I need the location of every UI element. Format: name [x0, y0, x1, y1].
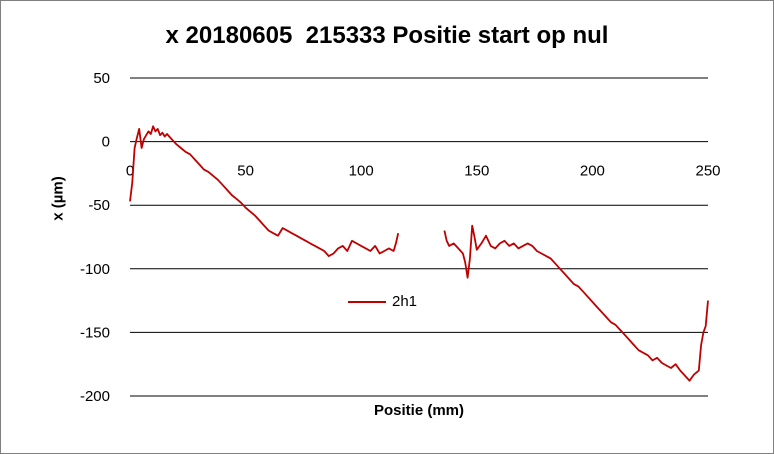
x-axis-label: Positie (mm)	[373, 402, 464, 419]
legend-label: 2h1	[392, 293, 418, 310]
x-tick-label: 200	[580, 163, 605, 180]
x-tick-label: 0	[126, 163, 134, 180]
legend: 2h1	[348, 293, 417, 310]
series-line-2h1	[443, 224, 709, 382]
x-tick-label: 100	[349, 163, 374, 180]
y-axis-label: x (µm)	[49, 176, 67, 221]
x-tick-label: 150	[464, 163, 489, 180]
y-tick-label: -150	[80, 324, 110, 341]
legend-swatch	[348, 300, 386, 303]
y-tick-label: 0	[102, 134, 110, 151]
x-tick-label: 50	[237, 163, 254, 180]
x-tick-label: 250	[695, 163, 720, 180]
y-tick-label: 50	[93, 70, 110, 87]
y-tick-label: -200	[80, 388, 110, 405]
y-tick-label: -100	[80, 261, 110, 278]
y-tick-label: -50	[88, 197, 110, 214]
chart-title: x 20180605 215333 Positie start op nul	[165, 22, 609, 49]
series-line-2h1	[129, 125, 400, 258]
